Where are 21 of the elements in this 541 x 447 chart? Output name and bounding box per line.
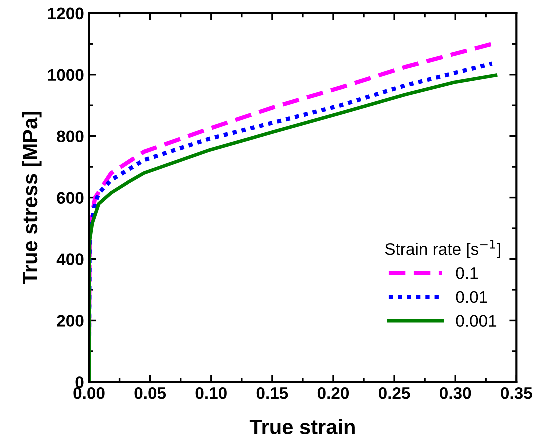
legend-title: Strain rate [s$^{−1}$] [385,240,500,259]
y-axis-title: True stress [MPa] [22,112,42,284]
y-tick-label: 400 [56,254,84,266]
y-tick-label: 600 [57,192,84,204]
x-tick-label: 0.30 [440,387,472,400]
x-tick-label: 0.05 [134,387,166,400]
y-tick-label: 1200 [48,8,84,20]
y-tick-label: 0 [76,376,84,388]
x-tick-label: 0.15 [256,387,288,400]
legend-label: 0.001 [456,315,497,328]
x-tick-label: 0.00 [74,387,105,400]
legend-label: 0.01 [456,291,488,304]
x-tick-label: 0.10 [196,387,227,400]
x-tick-label: 0.20 [318,387,350,400]
x-axis-title: True strain [250,419,355,435]
x-tick-label: 0.25 [378,387,410,400]
legend-label: 0.1 [456,267,478,280]
y-tick-label: 200 [57,315,84,327]
y-tick-label: 800 [57,130,84,143]
y-tick-label: 1000 [48,69,84,82]
x-tick-label: 0.35 [501,387,532,400]
